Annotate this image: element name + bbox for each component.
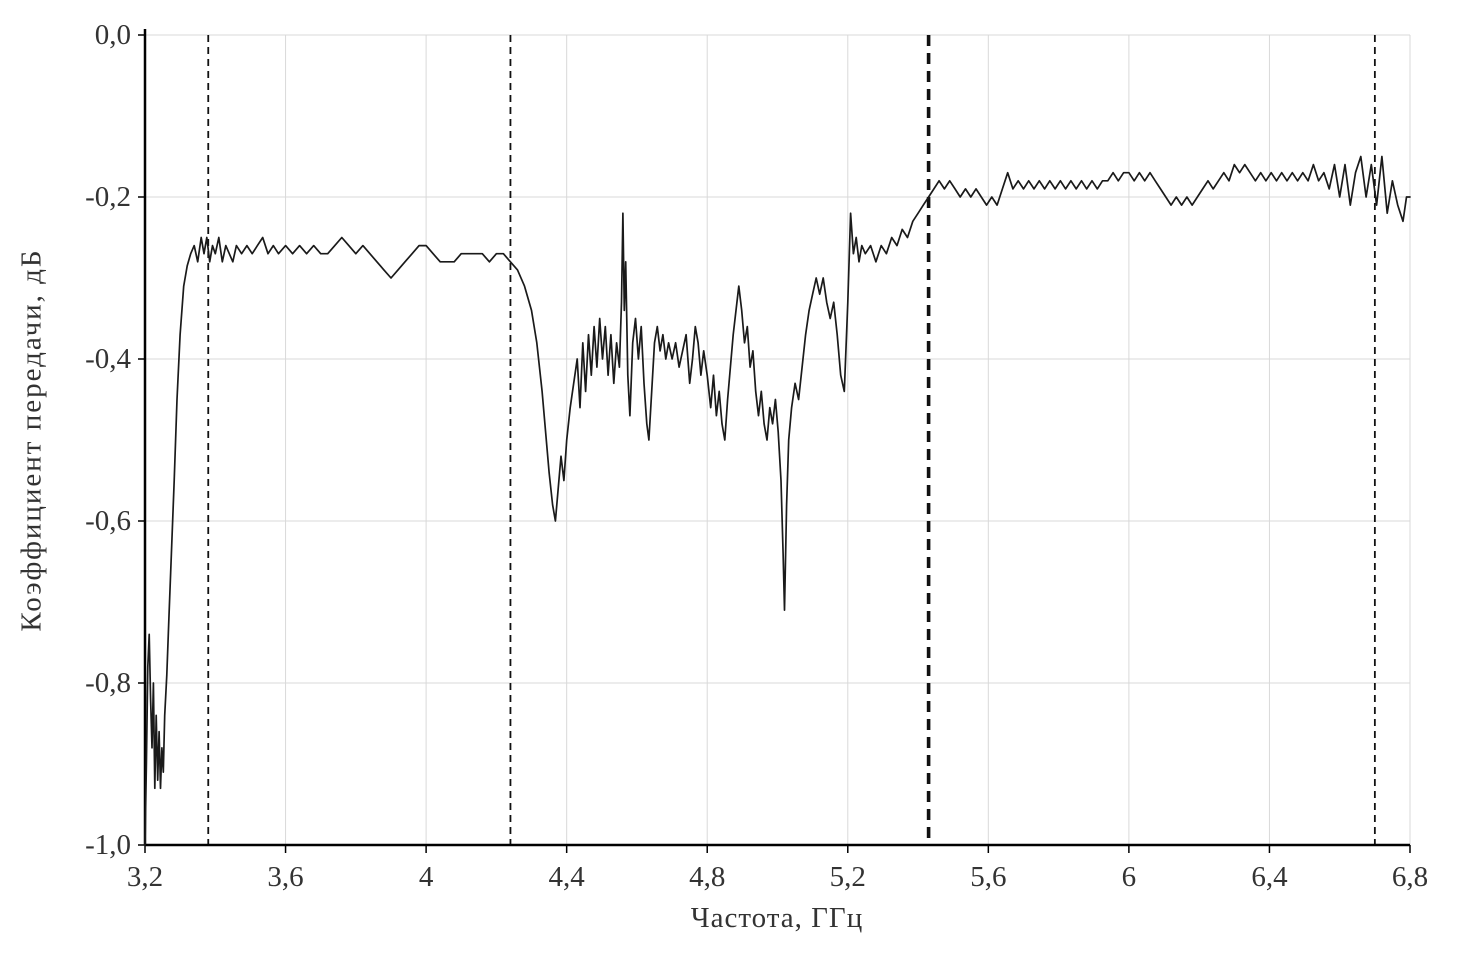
y-tick-label: -0,6 (85, 505, 131, 537)
x-tick-label: 4,8 (689, 861, 725, 893)
x-axis-title: Частота, ГГц (690, 902, 864, 934)
x-tick-label: 6,8 (1392, 861, 1428, 893)
y-tick-label: -0,8 (85, 667, 131, 699)
y-tick-label: -0,4 (85, 343, 131, 375)
y-tick-label: -1,0 (85, 829, 131, 861)
x-tick-label: 6 (1122, 861, 1137, 893)
y-tick-label: 0,0 (95, 19, 131, 51)
series-line (144, 155, 1411, 846)
y-axis-title: Коэффициент передачи, дБ (15, 248, 48, 632)
x-tick-label: 4,4 (549, 861, 586, 893)
x-tick-label: 3,6 (267, 861, 303, 893)
x-tick-label: 5,6 (970, 861, 1006, 893)
x-tick-label: 5,2 (830, 861, 866, 893)
y-tick-label: -0,2 (85, 181, 131, 213)
x-tick-label: 3,2 (127, 861, 163, 893)
x-tick-label: 6,4 (1251, 861, 1288, 893)
x-tick-label: 4 (419, 861, 434, 893)
